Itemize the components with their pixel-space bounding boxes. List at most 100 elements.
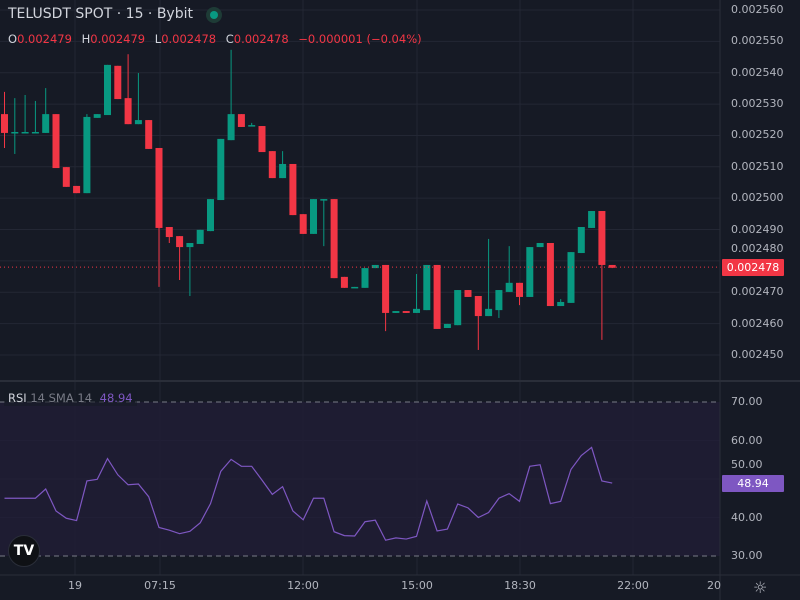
candle-body [382,264,390,313]
candle-body [83,116,91,194]
symbol-title[interactable]: TELUSDT SPOT · 15 · Bybit [8,6,193,22]
candle-body [124,98,132,125]
price-axis-label: 0.002490 [731,222,784,236]
price-axis-label: 0.002550 [731,34,784,48]
candle-body [402,311,410,313]
candle-body [73,185,81,194]
candle-body [495,290,503,311]
rsi-value: 48.94 [99,391,133,405]
candle-body [608,264,616,268]
candle-body [279,163,287,179]
candle-body [248,125,256,127]
candles [1,49,616,350]
candle-body [598,211,606,265]
rsi-legend[interactable]: RSI 14 SMA 14 48.94 [4,390,137,406]
candle-body [165,227,173,238]
open-label: O [8,32,18,46]
time-label: 20 [707,579,721,592]
rsi-axis-label: 30.00 [731,549,763,562]
gear-icon[interactable]: ☼ [753,578,768,597]
candle-body [289,163,297,216]
candle-body [516,282,523,297]
rsi-axis-label: 40.00 [731,510,763,524]
candle-body [536,243,544,248]
candle-body [526,247,534,297]
candle-body [351,286,359,289]
candle-body [93,114,101,118]
close-label: C [225,32,234,46]
candle-body [423,264,431,311]
candle-body [11,131,19,134]
candle-body [464,290,472,297]
candle-body [268,151,276,179]
candle-body [505,282,513,292]
time-label: 15:00 [401,579,433,592]
candle-body [361,268,369,288]
high-value: 0.002479 [90,32,146,46]
close-value: 0.002478 [233,32,289,46]
last-price-tag: 0.002478 [722,258,784,276]
candle-body [567,252,575,303]
rsi-line [4,446,613,541]
tradingview-logo[interactable]: TV [8,535,40,567]
candle-body [207,199,214,232]
high-label: H [81,32,91,46]
price-axis-label: 0.002460 [731,316,784,330]
candle-body [258,126,266,153]
change-value: −0.000001 (−0.04%) [298,32,422,46]
price-axis-label: 0.002470 [731,285,784,299]
candle-body [31,131,39,134]
price-axis-label: 0.002540 [731,65,784,79]
rsi-params: 14 SMA 14 [30,391,93,405]
candle-body [310,199,317,234]
time-label: 07:15 [144,579,176,592]
candle-body [227,114,235,141]
time-label: 18:30 [504,579,536,592]
candle-body [340,276,348,288]
low-value: 0.002478 [161,32,217,46]
time-label: 12:00 [287,579,319,592]
price-axis-label: 0.002500 [731,191,784,205]
candle-body [433,264,441,329]
candle-body [474,296,482,317]
candle-body [485,308,493,317]
candle-body [588,211,596,228]
rsi-axis-label: 50.00 [731,457,763,471]
rsi-value-tag: 48.94 [722,474,784,492]
ohlc-legend: O0.002479 H0.002479 L0.002478 C0.002478 … [8,32,428,46]
price-axis-label: 0.002480 [731,241,784,255]
candle-body [577,227,585,254]
candle-body [134,120,142,125]
candle-body [330,199,338,279]
candle-body [1,114,8,133]
candle-body [52,114,60,169]
price-axis-label: 0.002520 [731,128,784,142]
candle-body [62,167,70,187]
candle-body [104,64,111,116]
candle-body [371,264,379,269]
candle-body [145,120,153,149]
rsi-axis-label: 60.00 [731,433,763,447]
candle-body [176,236,184,248]
candle-body [392,311,400,313]
time-label: 22:00 [617,579,649,592]
candle-body [42,114,50,133]
low-label: L [154,32,162,46]
rsi-band-fill [0,402,720,556]
candle-body [454,290,462,326]
candle-body [21,131,29,134]
rsi-axis-label: 70.00 [731,395,763,408]
price-axis-label: 0.002530 [731,97,784,111]
market-status-icon[interactable] [206,7,222,23]
price-axis-label: 0.002450 [731,347,784,361]
rsi-name: RSI [8,391,27,405]
candle-body [299,214,307,234]
candle-body [237,114,245,127]
candle-body [546,243,554,307]
candle-body [196,229,204,244]
time-label: 19 [68,579,82,592]
candle-body [114,65,122,100]
candle-body [557,301,565,307]
candle-body [186,243,194,248]
